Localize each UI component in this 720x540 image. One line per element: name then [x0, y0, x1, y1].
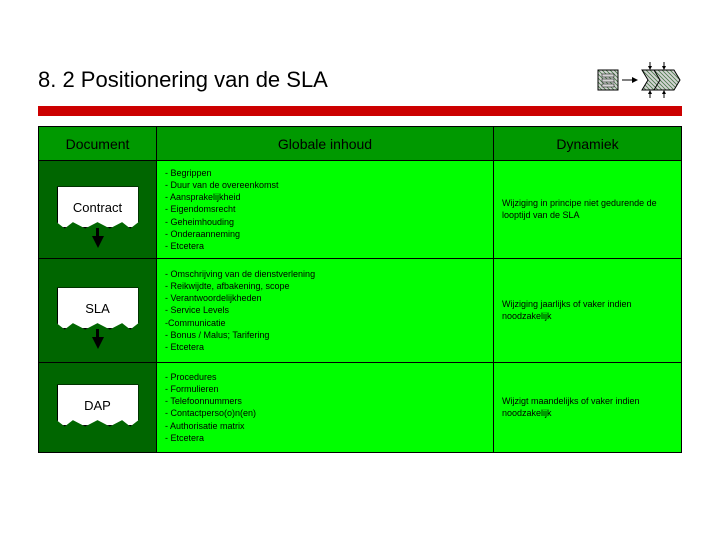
arrow-down-icon	[92, 337, 104, 349]
content-text: - Begrippen - Duur van de overeenkomst -…	[165, 167, 485, 252]
document-shape-icon: Contract	[57, 186, 139, 228]
title-row: 8. 2 Positionering van de SLA	[38, 60, 682, 100]
content-text: - Omschrijving van de dienstverlening - …	[165, 268, 485, 353]
dynamiek-text: Wijziging in principe niet gedurende de …	[502, 197, 673, 221]
doc-cell-sla: SLA	[39, 258, 157, 362]
doc-label: DAP	[84, 398, 111, 413]
dynamiek-text: Wijzigt maandelijks of vaker indien nood…	[502, 395, 673, 419]
content-cell: - Begrippen - Duur van de overeenkomst -…	[157, 161, 494, 259]
content-cell: - Omschrijving van de dienstverlening - …	[157, 258, 494, 362]
dynamiek-text: Wijziging jaarlijks of vaker indien nood…	[502, 298, 673, 322]
content-cell: - Procedures - Formulieren - Telefoonnum…	[157, 362, 494, 452]
table-row: Contract - Begrippen - Duur van de overe…	[39, 161, 682, 259]
flow-diagram-icon	[596, 60, 682, 100]
sla-table: Document Globale inhoud Dynamiek Contrac…	[38, 126, 682, 453]
red-divider	[38, 106, 682, 116]
dynamiek-cell: Wijzigt maandelijks of vaker indien nood…	[494, 362, 682, 452]
table-header-row: Document Globale inhoud Dynamiek	[39, 127, 682, 161]
dynamiek-cell: Wijziging in principe niet gedurende de …	[494, 161, 682, 259]
doc-label: SLA	[85, 301, 110, 316]
document-shape-icon: SLA	[57, 287, 139, 329]
header-document: Document	[39, 127, 157, 161]
page-title: 8. 2 Positionering van de SLA	[38, 67, 328, 93]
doc-label: Contract	[73, 200, 122, 215]
arrow-down-icon	[92, 236, 104, 248]
table-row: DAP - Procedures - Formulieren - Telefoo…	[39, 362, 682, 452]
doc-cell-contract: Contract	[39, 161, 157, 259]
dynamiek-cell: Wijziging jaarlijks of vaker indien nood…	[494, 258, 682, 362]
content-text: - Procedures - Formulieren - Telefoonnum…	[165, 371, 485, 444]
header-dynamiek: Dynamiek	[494, 127, 682, 161]
table-row: SLA - Omschrijving van de dienstverlenin…	[39, 258, 682, 362]
document-shape-icon: DAP	[57, 384, 139, 426]
header-globale-inhoud: Globale inhoud	[157, 127, 494, 161]
doc-cell-dap: DAP	[39, 362, 157, 452]
slide: 8. 2 Positionering van de SLA	[38, 60, 682, 453]
